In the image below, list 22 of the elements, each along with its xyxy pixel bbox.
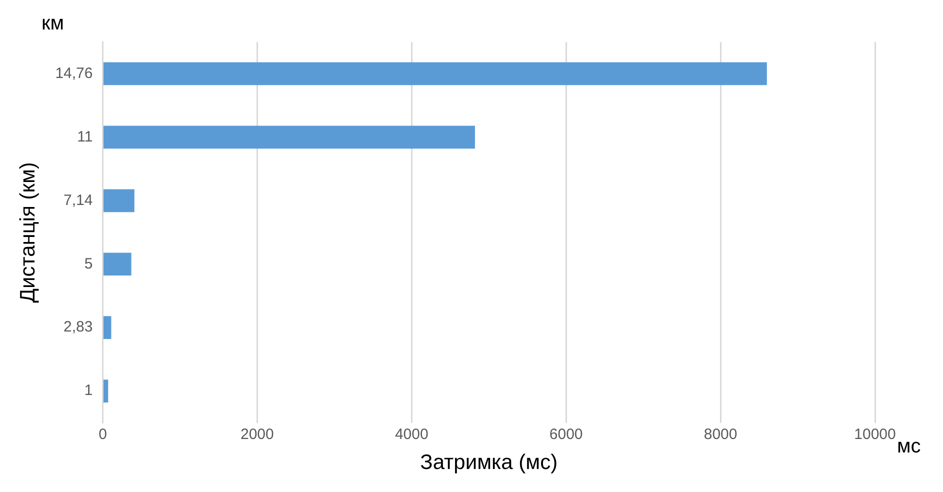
y-tick-label: 2,83 <box>64 318 93 336</box>
x-tick-label: 4000 <box>394 426 428 443</box>
bar <box>103 126 475 149</box>
bar <box>103 62 767 86</box>
x-tick-label: 2000 <box>240 426 274 443</box>
y-tick-label: 14,76 <box>55 64 93 82</box>
x-tick-label: 0 <box>98 426 107 443</box>
x-tick-label: 6000 <box>549 426 583 443</box>
bar <box>103 380 108 402</box>
text: мс <box>897 435 921 458</box>
x-axis-title: Затримка (мс) <box>420 451 558 474</box>
bar <box>103 252 132 276</box>
y-tick-label: 7,14 <box>64 192 93 209</box>
x-tick-label: 8000 <box>704 426 738 443</box>
x-tick-label: 10000 <box>854 426 896 443</box>
y-axis-title: Дистанція (км) <box>16 162 40 303</box>
text: км <box>41 12 64 35</box>
y-tick-label: 5 <box>84 255 93 272</box>
bar <box>103 189 134 212</box>
y-tick-label: 1 <box>84 382 93 400</box>
bar <box>103 316 112 340</box>
y-tick-label: 11 <box>77 128 93 146</box>
